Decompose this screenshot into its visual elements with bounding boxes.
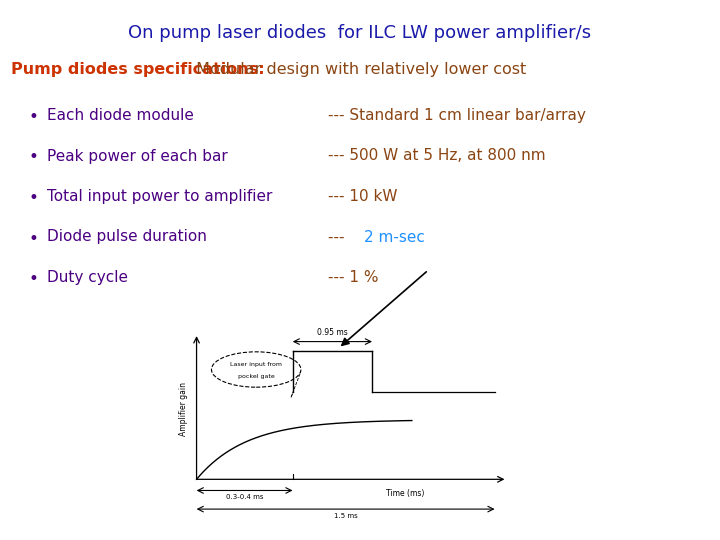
Text: •: • — [29, 148, 39, 166]
Text: •: • — [29, 189, 39, 207]
Text: Duty cycle: Duty cycle — [47, 270, 128, 285]
Text: ---: --- — [328, 230, 354, 245]
Text: •: • — [29, 108, 39, 126]
Text: 0.3-0.4 ms: 0.3-0.4 ms — [226, 494, 264, 500]
Text: On pump laser diodes  for ILC LW power amplifier/s: On pump laser diodes for ILC LW power am… — [128, 24, 592, 42]
Text: Diode pulse duration: Diode pulse duration — [47, 230, 207, 245]
Text: Total input power to amplifier: Total input power to amplifier — [47, 189, 272, 204]
Text: Modular design with relatively lower cost: Modular design with relatively lower cos… — [191, 62, 526, 77]
Text: pockel gate: pockel gate — [238, 374, 274, 379]
Text: 0.95 ms: 0.95 ms — [317, 328, 348, 337]
Text: Time (ms): Time (ms) — [386, 489, 424, 498]
Text: Pump diodes specifications:: Pump diodes specifications: — [11, 62, 264, 77]
Text: Laser input from: Laser input from — [230, 362, 282, 367]
Text: •: • — [29, 270, 39, 288]
Text: --- 1 %: --- 1 % — [328, 270, 378, 285]
Text: Amplifier gain: Amplifier gain — [179, 382, 189, 436]
Text: --- 500 W at 5 Hz, at 800 nm: --- 500 W at 5 Hz, at 800 nm — [328, 148, 545, 164]
Text: --- Standard 1 cm linear bar/array: --- Standard 1 cm linear bar/array — [328, 108, 585, 123]
Text: 2 m-sec: 2 m-sec — [364, 230, 425, 245]
Text: --- 10 kW: --- 10 kW — [328, 189, 397, 204]
Text: 1.5 ms: 1.5 ms — [334, 513, 357, 519]
Text: Each diode module: Each diode module — [47, 108, 194, 123]
Text: •: • — [29, 230, 39, 247]
Text: Peak power of each bar: Peak power of each bar — [47, 148, 228, 164]
